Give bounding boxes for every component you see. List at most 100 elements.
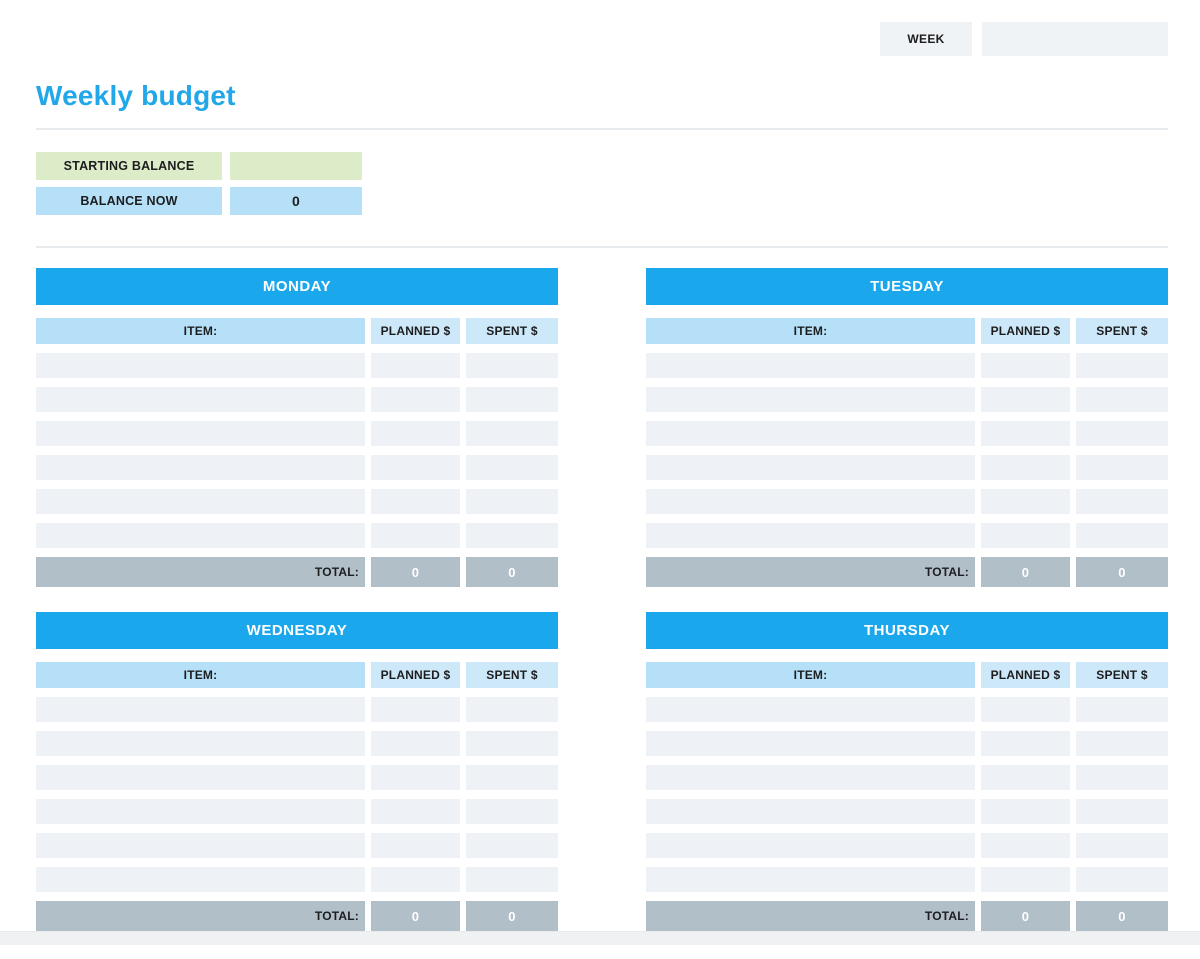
planned-cell[interactable] [371, 387, 460, 412]
spent-cell[interactable] [466, 799, 558, 824]
item-cell[interactable] [36, 421, 365, 446]
planned-cell[interactable] [371, 765, 460, 790]
planned-cell[interactable] [981, 523, 1070, 548]
column-header-row: ITEM: PLANNED $ SPENT $ [646, 662, 1168, 688]
spent-cell[interactable] [466, 731, 558, 756]
total-label: TOTAL: [646, 901, 975, 931]
item-cell[interactable] [36, 353, 365, 378]
spent-cell[interactable] [1076, 765, 1168, 790]
planned-cell[interactable] [981, 867, 1070, 892]
item-cell[interactable] [36, 523, 365, 548]
item-cell[interactable] [36, 697, 365, 722]
item-cell[interactable] [36, 387, 365, 412]
starting-balance-value[interactable] [230, 152, 362, 180]
item-cell[interactable] [36, 731, 365, 756]
item-cell[interactable] [646, 867, 975, 892]
planned-cell[interactable] [371, 731, 460, 756]
item-cell[interactable] [36, 455, 365, 480]
day-tables-grid: MONDAY ITEM: PLANNED $ SPENT $ TOTAL: 0 0 TUESD… [36, 268, 1168, 931]
planned-cell[interactable] [371, 421, 460, 446]
spent-cell[interactable] [466, 697, 558, 722]
item-cell[interactable] [36, 765, 365, 790]
table-row [646, 353, 1168, 378]
spent-cell[interactable] [1076, 523, 1168, 548]
spent-cell[interactable] [466, 387, 558, 412]
planned-cell[interactable] [981, 731, 1070, 756]
planned-cell[interactable] [981, 833, 1070, 858]
spent-cell[interactable] [466, 455, 558, 480]
item-cell[interactable] [36, 489, 365, 514]
planned-cell[interactable] [371, 833, 460, 858]
spent-cell[interactable] [1076, 421, 1168, 446]
planned-cell[interactable] [981, 799, 1070, 824]
planned-cell[interactable] [371, 799, 460, 824]
planned-cell[interactable] [981, 353, 1070, 378]
spent-cell[interactable] [1076, 489, 1168, 514]
item-cell[interactable] [646, 799, 975, 824]
item-cell[interactable] [646, 731, 975, 756]
spent-cell[interactable] [1076, 353, 1168, 378]
item-cell[interactable] [646, 523, 975, 548]
table-row [646, 421, 1168, 446]
spent-column-header: SPENT $ [466, 318, 558, 344]
total-label: TOTAL: [36, 901, 365, 931]
spent-cell[interactable] [466, 867, 558, 892]
planned-cell[interactable] [371, 353, 460, 378]
spent-cell[interactable] [1076, 455, 1168, 480]
divider [36, 128, 1168, 130]
day-header: TUESDAY [646, 268, 1168, 305]
planned-cell[interactable] [371, 523, 460, 548]
planned-cell[interactable] [371, 867, 460, 892]
day-header: MONDAY [36, 268, 558, 305]
table-row [36, 455, 558, 480]
spent-cell[interactable] [466, 523, 558, 548]
table-row [36, 765, 558, 790]
item-column-header: ITEM: [36, 662, 365, 688]
item-cell[interactable] [646, 455, 975, 480]
total-row: TOTAL: 0 0 [36, 901, 558, 931]
spent-cell[interactable] [466, 833, 558, 858]
planned-cell[interactable] [371, 455, 460, 480]
week-bar: WEEK [880, 22, 1168, 56]
table-row [646, 697, 1168, 722]
planned-cell[interactable] [981, 489, 1070, 514]
table-row [36, 833, 558, 858]
planned-cell[interactable] [981, 765, 1070, 790]
spent-cell[interactable] [1076, 731, 1168, 756]
item-cell[interactable] [646, 697, 975, 722]
item-cell[interactable] [36, 833, 365, 858]
item-cell[interactable] [646, 387, 975, 412]
total-spent-value: 0 [466, 901, 558, 931]
item-cell[interactable] [36, 867, 365, 892]
total-spent-value: 0 [466, 557, 558, 587]
planned-cell[interactable] [371, 489, 460, 514]
item-cell[interactable] [646, 489, 975, 514]
spent-cell[interactable] [1076, 799, 1168, 824]
spent-cell[interactable] [1076, 833, 1168, 858]
spent-cell[interactable] [1076, 387, 1168, 412]
planned-cell[interactable] [981, 387, 1070, 412]
item-cell[interactable] [646, 833, 975, 858]
total-label: TOTAL: [36, 557, 365, 587]
planned-cell[interactable] [371, 697, 460, 722]
spent-cell[interactable] [466, 421, 558, 446]
planned-cell[interactable] [981, 421, 1070, 446]
item-cell[interactable] [646, 765, 975, 790]
table-row [36, 387, 558, 412]
spent-cell[interactable] [1076, 867, 1168, 892]
starting-balance-label: STARTING BALANCE [36, 152, 222, 180]
day-table-thursday: THURSDAY ITEM: PLANNED $ SPENT $ TOTAL: 0 0 [646, 612, 1168, 931]
spent-cell[interactable] [466, 489, 558, 514]
table-row [36, 867, 558, 892]
week-value-input[interactable] [982, 22, 1168, 56]
spent-cell[interactable] [466, 765, 558, 790]
planned-cell[interactable] [981, 697, 1070, 722]
balance-now-label: BALANCE NOW [36, 187, 222, 215]
spent-cell[interactable] [1076, 697, 1168, 722]
total-row: TOTAL: 0 0 [36, 557, 558, 587]
spent-cell[interactable] [466, 353, 558, 378]
item-cell[interactable] [646, 421, 975, 446]
planned-cell[interactable] [981, 455, 1070, 480]
item-cell[interactable] [36, 799, 365, 824]
item-cell[interactable] [646, 353, 975, 378]
